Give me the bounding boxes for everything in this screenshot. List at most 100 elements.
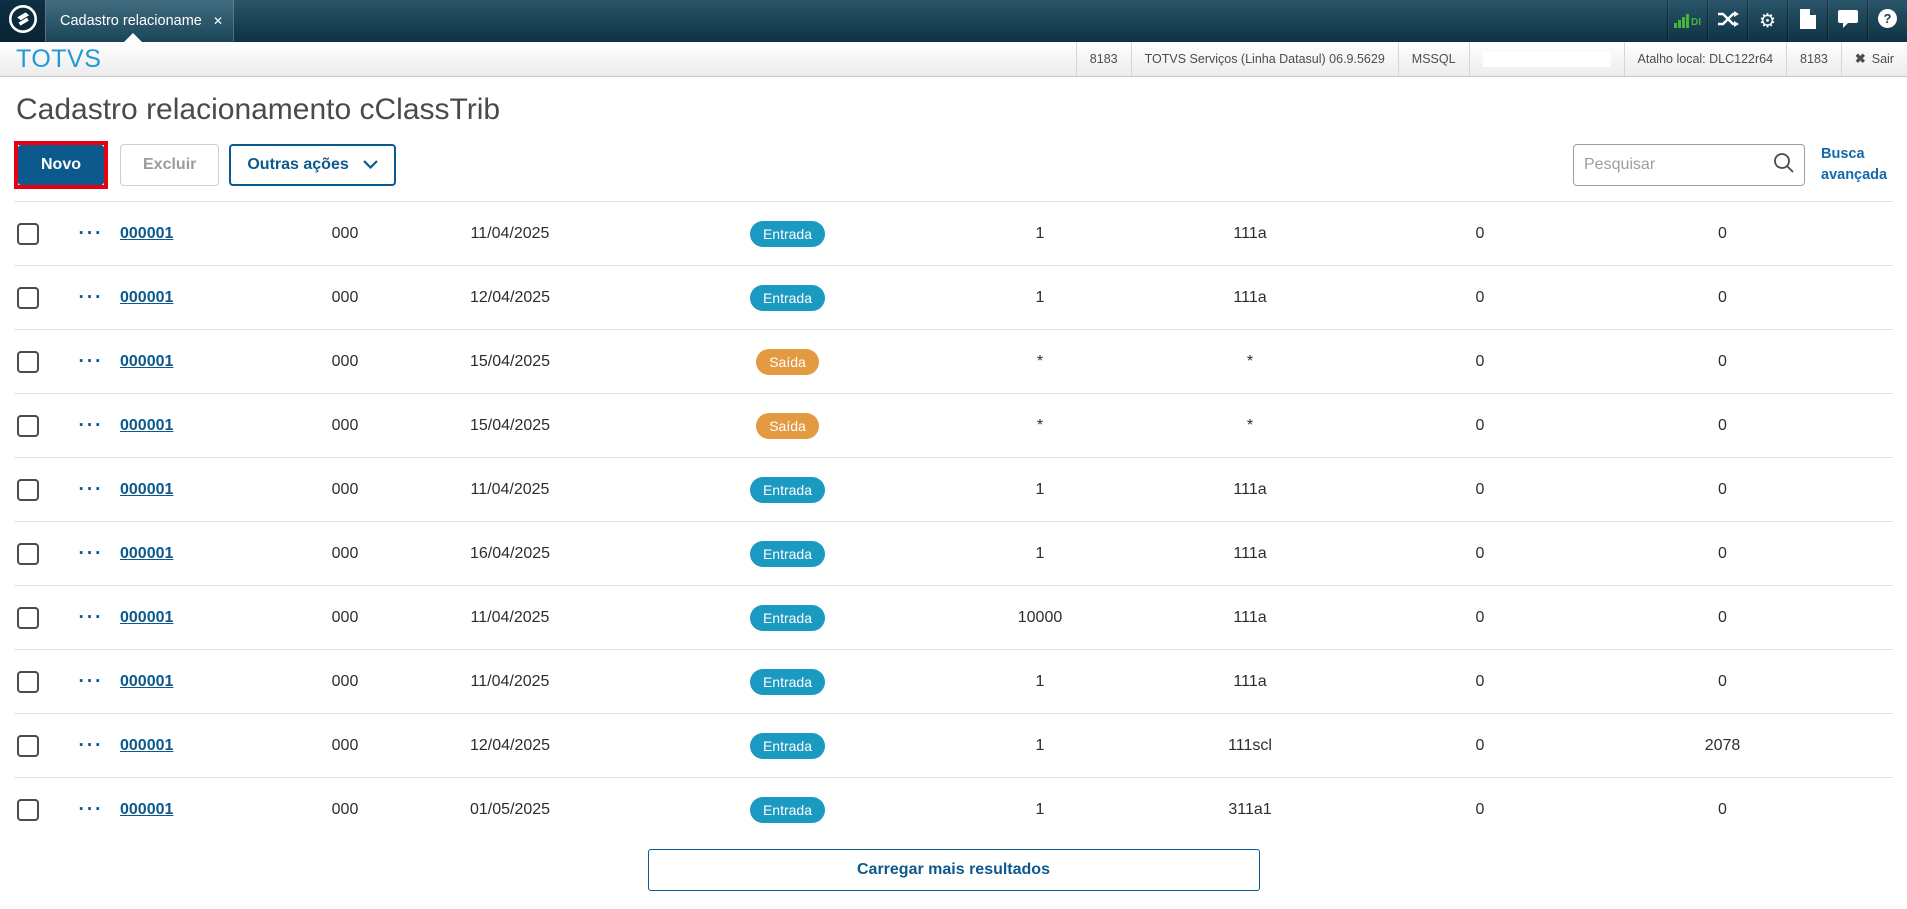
date-cell: 15/04/2025 [469, 416, 551, 434]
code-cell: 000 [331, 352, 359, 370]
row-actions-ellipsis-icon[interactable]: ··· [78, 286, 104, 308]
row-actions-ellipsis-icon[interactable]: ··· [78, 350, 104, 372]
date-cell: 16/04/2025 [469, 544, 551, 562]
gear-icon: ⚙ [1758, 9, 1777, 32]
totvs-wordmark: TOTVS [16, 44, 102, 73]
code-cell: 000 [331, 800, 359, 818]
tab-close-icon[interactable]: ✕ [212, 14, 223, 28]
row-checkbox[interactable] [17, 350, 39, 373]
table-row: ··· 000001 000 16/04/2025 Entrada 1 111a… [14, 521, 1893, 585]
record-link[interactable]: 000001 [120, 800, 174, 818]
row-checkbox[interactable] [17, 798, 39, 821]
row-checkbox[interactable] [17, 670, 39, 693]
row-checkbox[interactable] [17, 542, 39, 565]
record-link[interactable]: 000001 [120, 672, 174, 690]
shuffle-icon [1717, 10, 1739, 33]
record-id-cell: 000001 [120, 353, 270, 371]
value2-cell: 0 [1718, 480, 1727, 498]
value1-cell: 0 [1475, 736, 1485, 754]
help-icon: ? [1878, 9, 1897, 33]
logout-x-icon: ✖ [1854, 51, 1866, 66]
chat-button[interactable] [1827, 0, 1867, 42]
record-link[interactable]: 000001 [120, 480, 174, 498]
shuffle-button[interactable] [1707, 0, 1747, 42]
qty-cell: * [1036, 352, 1044, 370]
search-input[interactable] [1584, 155, 1773, 174]
env-port-2: 8183 [1786, 42, 1841, 76]
code-cell: 000 [331, 224, 359, 242]
advanced-search-link[interactable]: Busca avançada [1821, 145, 1888, 183]
row-checkbox[interactable] [17, 734, 39, 757]
row-checkbox[interactable] [17, 222, 39, 245]
di-label: DI [1691, 17, 1701, 28]
env-user-redacted [1468, 42, 1624, 76]
search-box[interactable] [1573, 143, 1805, 186]
settings-button[interactable]: ⚙ [1747, 0, 1787, 42]
code-cell: 000 [331, 544, 359, 562]
record-link[interactable]: 000001 [120, 288, 174, 306]
row-checkbox[interactable] [17, 414, 39, 437]
delete-button[interactable]: Excluir [120, 144, 220, 186]
type-cell: Saída [600, 412, 975, 439]
tab-cadastro-relacionamento[interactable]: Cadastro relacioname ✕ [46, 0, 234, 42]
row-menu-cell: ··· [62, 478, 120, 500]
row-actions-ellipsis-icon[interactable]: ··· [78, 478, 104, 500]
value2-cell: 0 [1718, 352, 1727, 370]
row-menu-cell: ··· [62, 414, 120, 436]
record-link[interactable]: 000001 [120, 736, 174, 754]
type-cell: Entrada [600, 732, 975, 759]
value1-cell: 0 [1475, 480, 1485, 498]
row-actions-ellipsis-icon[interactable]: ··· [78, 798, 104, 820]
record-link[interactable]: 000001 [120, 352, 174, 370]
record-link[interactable]: 000001 [120, 608, 174, 626]
type-badge: Saída [756, 348, 819, 375]
toolbar: Novo Excluir Outras ações Busca [14, 141, 1893, 189]
table-row: ··· 000001 000 11/04/2025 Entrada 10000 … [14, 585, 1893, 649]
value2-cell: 0 [1718, 288, 1727, 306]
type-badge: Entrada [749, 220, 826, 247]
row-actions-ellipsis-icon[interactable]: ··· [78, 670, 104, 692]
record-link[interactable]: 000001 [120, 544, 174, 562]
record-id-cell: 000001 [120, 481, 270, 499]
cclasstrib-cell: 111a [1233, 672, 1267, 690]
new-button[interactable]: Novo [18, 145, 104, 185]
date-cell: 01/05/2025 [469, 800, 551, 818]
top-bar: Cadastro relacioname ✕ DI ⚙ [0, 0, 1907, 42]
value2-cell: 0 [1718, 544, 1727, 562]
totvs-app-logo[interactable] [0, 0, 46, 42]
row-actions-ellipsis-icon[interactable]: ··· [78, 734, 104, 756]
record-link[interactable]: 000001 [120, 224, 174, 242]
value2-cell: 2078 [1704, 736, 1741, 754]
env-database: MSSQL [1397, 42, 1469, 76]
load-more-button[interactable]: Carregar mais resultados [647, 849, 1260, 891]
row-menu-cell: ··· [62, 222, 120, 244]
record-link[interactable]: 000001 [120, 416, 174, 434]
type-cell: Entrada [600, 668, 975, 695]
logout-button[interactable]: ✖ Sair [1840, 42, 1907, 76]
metrics-di-button[interactable]: DI [1667, 0, 1707, 42]
row-actions-ellipsis-icon[interactable]: ··· [78, 414, 104, 436]
row-actions-ellipsis-icon[interactable]: ··· [78, 222, 104, 244]
value1-cell: 0 [1475, 608, 1485, 626]
app-header: TOTVS 8183 TOTVS Serviços (Linha Datasul… [0, 42, 1907, 77]
type-cell: Entrada [600, 604, 975, 631]
row-checkbox[interactable] [17, 286, 39, 309]
record-id-cell: 000001 [120, 545, 270, 563]
row-menu-cell: ··· [62, 798, 120, 820]
chevron-down-icon [362, 156, 378, 174]
table-row: ··· 000001 000 11/04/2025 Entrada 1 111a… [14, 201, 1893, 265]
value2-cell: 0 [1718, 672, 1727, 690]
row-actions-ellipsis-icon[interactable]: ··· [78, 542, 104, 564]
page-title: Cadastro relacionamento cClassTrib [16, 93, 501, 126]
type-badge: Entrada [749, 540, 826, 567]
page-content: Cadastro relacionamento cClassTrib Novo … [0, 93, 1907, 891]
row-checkbox[interactable] [17, 606, 39, 629]
row-actions-ellipsis-icon[interactable]: ··· [78, 606, 104, 628]
record-id-cell: 000001 [120, 737, 270, 755]
value2-cell: 0 [1718, 608, 1727, 626]
row-checkbox[interactable] [17, 478, 39, 501]
help-button[interactable]: ? [1867, 0, 1907, 42]
more-actions-button[interactable]: Outras ações [229, 144, 396, 186]
search-icon[interactable] [1773, 152, 1794, 178]
document-button[interactable] [1787, 0, 1827, 42]
